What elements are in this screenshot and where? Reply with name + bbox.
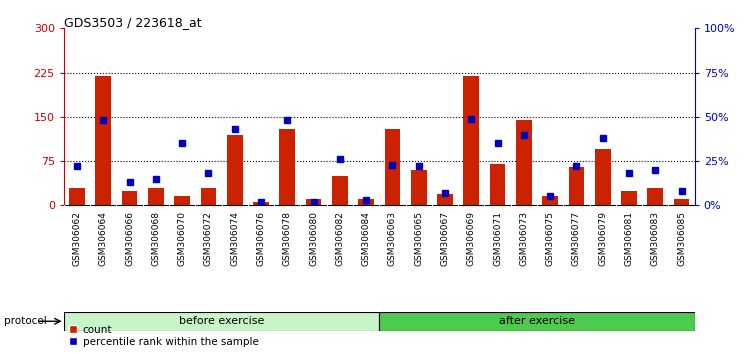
Text: GSM306065: GSM306065 <box>415 211 423 266</box>
Text: GSM306074: GSM306074 <box>231 211 239 266</box>
Text: GSM306066: GSM306066 <box>125 211 134 266</box>
Bar <box>95 75 111 205</box>
Bar <box>385 129 400 205</box>
Bar <box>516 120 532 205</box>
Bar <box>411 170 427 205</box>
Text: GSM306069: GSM306069 <box>467 211 475 266</box>
Text: GSM306062: GSM306062 <box>73 211 81 266</box>
Text: protocol: protocol <box>4 316 47 326</box>
Bar <box>621 190 637 205</box>
Bar <box>358 199 374 205</box>
Bar <box>174 196 190 205</box>
Bar <box>674 199 689 205</box>
Bar <box>227 135 243 205</box>
Bar <box>595 149 611 205</box>
Text: after exercise: after exercise <box>499 316 575 326</box>
Bar <box>253 202 269 205</box>
Text: GSM306071: GSM306071 <box>493 211 502 266</box>
Text: GSM306075: GSM306075 <box>546 211 554 266</box>
Bar <box>332 176 348 205</box>
Text: GSM306064: GSM306064 <box>99 211 107 266</box>
Text: GSM306083: GSM306083 <box>651 211 659 266</box>
Bar <box>379 312 695 331</box>
Text: GSM306068: GSM306068 <box>152 211 160 266</box>
Bar <box>647 188 663 205</box>
Text: GSM306081: GSM306081 <box>625 211 633 266</box>
Bar <box>490 164 505 205</box>
Bar <box>69 188 85 205</box>
Text: GSM306073: GSM306073 <box>520 211 528 266</box>
Text: GSM306080: GSM306080 <box>309 211 318 266</box>
Text: GSM306067: GSM306067 <box>441 211 449 266</box>
Text: GSM306076: GSM306076 <box>257 211 265 266</box>
Text: GSM306085: GSM306085 <box>677 211 686 266</box>
Legend: count, percentile rank within the sample: count, percentile rank within the sample <box>69 325 258 347</box>
Text: before exercise: before exercise <box>179 316 264 326</box>
Bar <box>569 167 584 205</box>
Text: GDS3503 / 223618_at: GDS3503 / 223618_at <box>64 16 201 29</box>
Bar <box>122 190 137 205</box>
Text: GSM306077: GSM306077 <box>572 211 581 266</box>
Bar <box>306 199 321 205</box>
Text: GSM306070: GSM306070 <box>178 211 186 266</box>
Text: GSM306063: GSM306063 <box>388 211 397 266</box>
Bar <box>437 194 453 205</box>
Text: GSM306079: GSM306079 <box>599 211 607 266</box>
Bar <box>201 188 216 205</box>
Bar <box>148 188 164 205</box>
Bar <box>64 312 379 331</box>
Text: GSM306084: GSM306084 <box>362 211 370 266</box>
Text: GSM306082: GSM306082 <box>336 211 344 266</box>
Text: GSM306078: GSM306078 <box>283 211 291 266</box>
Bar <box>279 129 295 205</box>
Bar <box>542 196 558 205</box>
Bar <box>463 75 479 205</box>
Text: GSM306072: GSM306072 <box>204 211 213 266</box>
